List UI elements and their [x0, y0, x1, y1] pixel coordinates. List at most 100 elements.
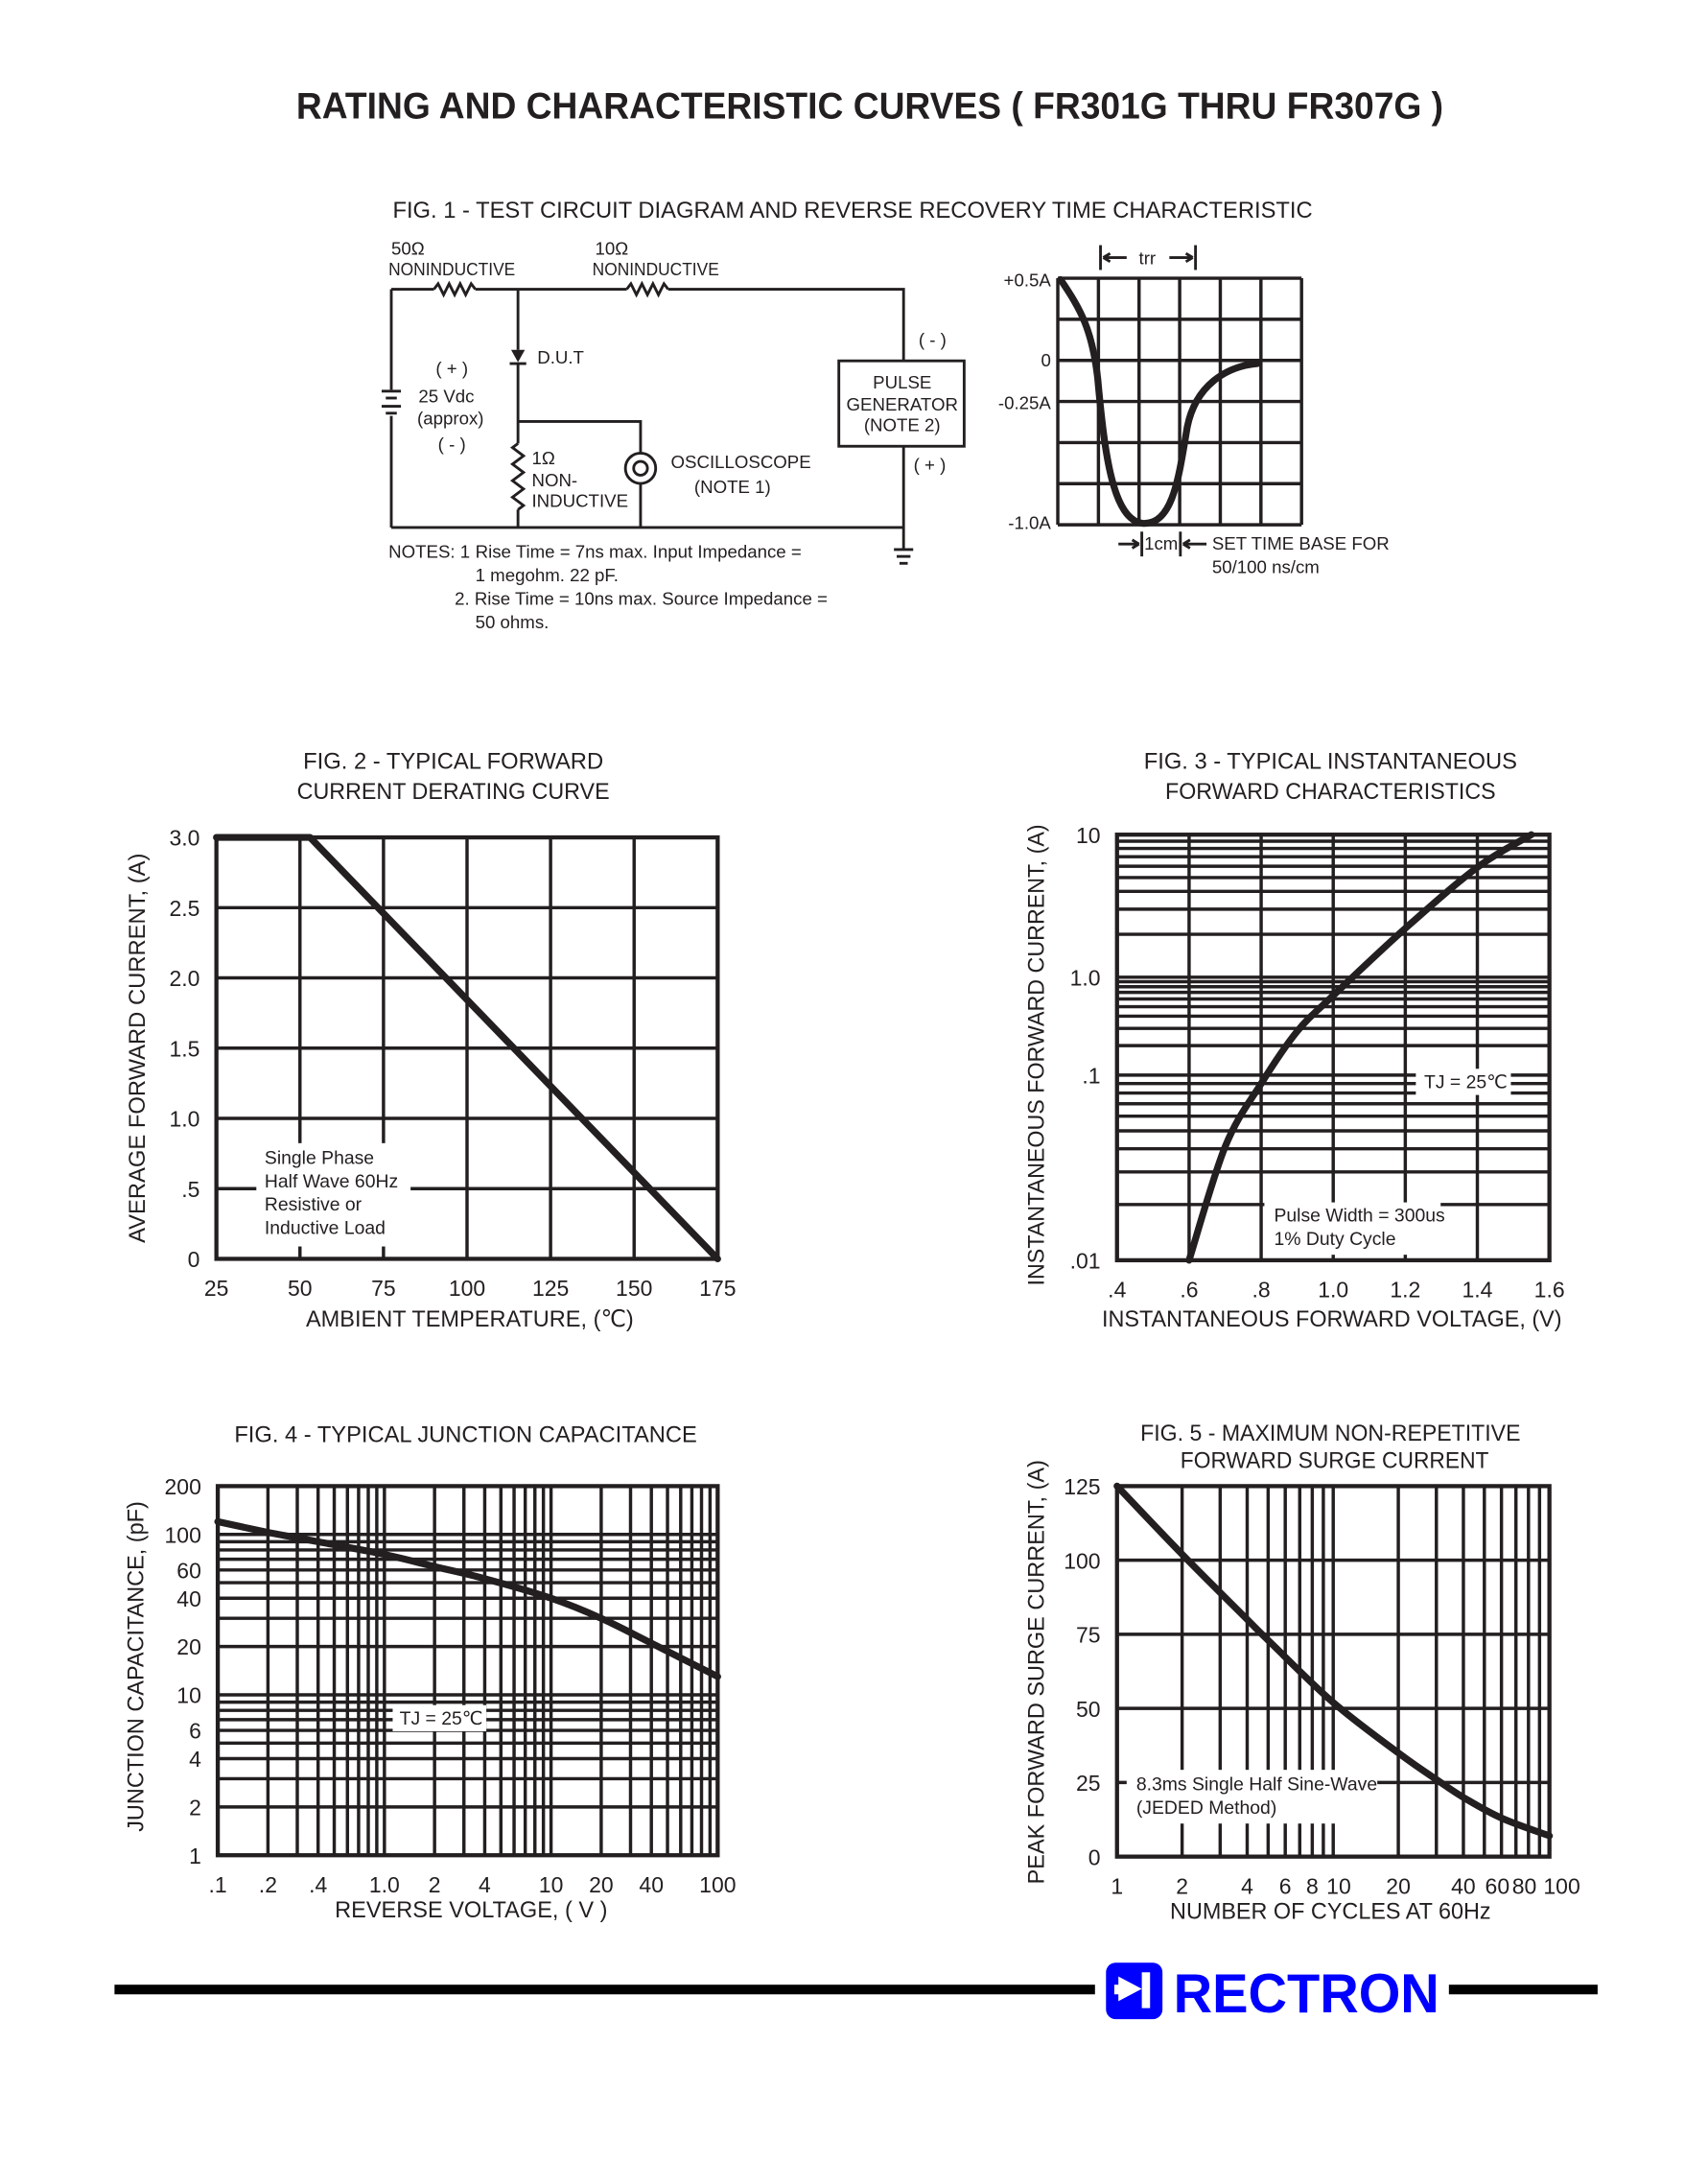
r2-value: 10Ω	[596, 239, 629, 259]
r2-label: NONINDUCTIVE	[593, 259, 719, 279]
x-tick-label: 10	[539, 1872, 564, 1897]
series-line	[214, 1517, 721, 1680]
plot-frame	[215, 1484, 720, 1858]
r3-label-1: NON-	[531, 470, 577, 490]
x-tick-label: 1.0	[369, 1872, 400, 1897]
scope-note: (NOTE 1)	[694, 477, 771, 497]
x-tick-label: 6	[1279, 1873, 1292, 1898]
fig5-title-line1: FIG. 5 - MAXIMUM NON-REPETITIVE	[1140, 1421, 1520, 1446]
fig2-title-line2: CURRENT DERATING CURVE	[297, 779, 610, 805]
ground-icon	[894, 548, 914, 565]
waveform-grid	[1056, 276, 1303, 527]
plot-frame	[214, 834, 720, 1261]
chart-annotation: Single Phase	[265, 1147, 374, 1168]
waveform-y-label: -1.0A	[1008, 512, 1051, 532]
annotation-background	[256, 1142, 411, 1247]
x-tick-label: 20	[1386, 1873, 1411, 1898]
waveform-y-label: +0.5A	[1004, 270, 1052, 291]
chart-annotation: (JEDED Method)	[1136, 1797, 1276, 1819]
x-tick-label: 1.6	[1534, 1278, 1565, 1303]
chart-annotation: Pulse Width = 300us	[1274, 1206, 1444, 1227]
timebase-line2: 50/100 ns/cm	[1212, 556, 1320, 576]
fig2-y-axis-title: AVERAGE FORWARD CURRENT, (A)	[125, 854, 151, 1243]
y-tick-label: 200	[165, 1474, 201, 1499]
battery-plus: ( + )	[435, 359, 468, 379]
y-tick-label: .01	[1070, 1249, 1101, 1274]
y-tick-label: 20	[176, 1634, 201, 1659]
x-tick-label: 2	[1176, 1873, 1188, 1898]
x-tick-label: 125	[532, 1276, 569, 1301]
annotation-background	[1126, 1770, 1378, 1824]
resistor-1-ohm-icon	[509, 442, 526, 511]
y-tick-label: 4	[189, 1747, 201, 1772]
annotation-background	[1264, 1202, 1441, 1256]
y-tick-label: .1	[1082, 1063, 1100, 1088]
fig1-test-circuit: FIG. 1 - TEST CIRCUIT DIAGRAM AND REVERS…	[381, 198, 1313, 632]
y-tick-label: 2.5	[169, 896, 199, 921]
battery-value: 25 Vdc	[418, 386, 474, 406]
logo-diode-lead	[1113, 1985, 1120, 1995]
y-tick-label: .5	[181, 1177, 199, 1202]
notes-heading: NOTES: 1	[388, 542, 470, 562]
x-tick-label: .1	[209, 1872, 227, 1897]
waveform-trace	[1057, 275, 1261, 528]
page-title: RATING AND CHARACTERISTIC CURVES ( FR301…	[296, 85, 1443, 127]
footer-rule-left	[114, 1985, 1095, 1995]
fig5-x-axis-title: NUMBER OF CYCLES AT 60Hz	[1170, 1898, 1491, 1924]
x-tick-label: 2	[429, 1872, 441, 1897]
fig1-title: FIG. 1 - TEST CIRCUIT DIAGRAM AND REVERS…	[392, 198, 1312, 223]
x-tick-label: 150	[616, 1276, 652, 1301]
x-tick-label: .2	[259, 1872, 277, 1897]
y-tick-label: 1	[189, 1844, 201, 1868]
fig5-chart: 8.3ms Single Half Sine-Wave(JEDED Method…	[1064, 1474, 1580, 1898]
y-tick-label: 2	[189, 1795, 201, 1820]
y-tick-label: 3.0	[169, 826, 199, 851]
x-tick-label: 100	[699, 1872, 736, 1897]
y-tick-label: 1.0	[169, 1107, 199, 1132]
trr-label: trr	[1139, 248, 1157, 269]
timebase-line1: SET TIME BASE FOR	[1212, 533, 1390, 553]
x-tick-label: 50	[288, 1276, 313, 1301]
note1-line2: 1 megohm. 22 pF.	[476, 565, 619, 585]
diode-triangle	[510, 349, 526, 363]
fig5-title-line2: FORWARD SURGE CURRENT	[1181, 1448, 1489, 1474]
x-tick-label: 25	[204, 1276, 229, 1301]
r3-value: 1Ω	[531, 448, 554, 468]
series-line	[213, 834, 721, 1263]
rectron-logo-icon	[1106, 1962, 1163, 2020]
battery-icon	[381, 389, 402, 415]
r1-value: 50Ω	[391, 239, 425, 259]
y-tick-label: 10	[1076, 823, 1101, 848]
fig3-y-axis-title: INSTANTANEOUS FORWARD CURRENT, (A)	[1024, 824, 1050, 1285]
y-tick-label: 0	[188, 1247, 200, 1272]
x-tick-label: 40	[639, 1872, 664, 1897]
waveform-y-label: -0.25A	[998, 392, 1052, 412]
x-tick-label: 8	[1306, 1873, 1319, 1898]
fig3-x-axis-title: INSTANTANEOUS FORWARD VOLTAGE, (V)	[1102, 1306, 1562, 1332]
fig4-x-axis-title: REVERSE VOLTAGE, ( V )	[335, 1897, 607, 1923]
x-tick-label: 4	[1241, 1873, 1253, 1898]
annotation-background	[392, 1704, 487, 1731]
fig2-title-line1: FIG. 2 - TYPICAL FORWARD	[303, 748, 603, 774]
x-tick-label: .4	[1108, 1278, 1126, 1303]
fig3-title-line2: FORWARD CHARACTERISTICS	[1165, 779, 1496, 805]
chart-annotation: Inductive Load	[265, 1218, 386, 1239]
logo-diode-bar	[1141, 1972, 1151, 2008]
fig4-y-axis-title: JUNCTION CAPACITANCE, (pF)	[124, 1501, 150, 1832]
battery-minus: ( - )	[438, 435, 466, 455]
y-tick-label: 100	[1064, 1548, 1100, 1573]
fig1-recovery-waveform: +0.5A 0 -0.25A -1.0A trr 1cm SET TIME BA…	[998, 245, 1390, 576]
scope-label: OSCILLOSCOPE	[671, 452, 811, 472]
scope-inner-ring	[632, 459, 649, 477]
logo-diode-triangle	[1118, 1976, 1142, 2002]
x-tick-label: 10	[1326, 1873, 1351, 1898]
r1-label: NONINDUCTIVE	[388, 259, 515, 279]
chart-annotation: TJ = 25℃	[1424, 1071, 1508, 1092]
y-tick-label: 60	[176, 1558, 201, 1583]
trr-marker: trr	[1099, 245, 1198, 270]
battery-approx: (approx)	[417, 408, 483, 428]
